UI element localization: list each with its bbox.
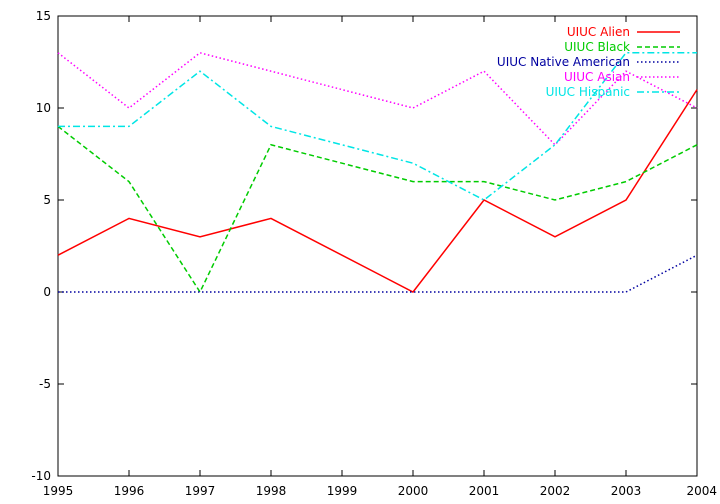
legend-label: UIUC Alien <box>567 25 630 39</box>
x-tick-label: 2004 <box>686 484 717 498</box>
series-line <box>58 254 698 293</box>
x-tick-label: 1998 <box>256 484 287 498</box>
y-tick-label: -10 <box>31 469 51 483</box>
legend-label: UIUC Asian <box>564 70 630 84</box>
x-tick-label: 2000 <box>398 484 429 498</box>
x-tick-label: 1997 <box>185 484 216 498</box>
legend-label: UIUC Native American <box>497 55 630 69</box>
x-tick-label: 1999 <box>327 484 358 498</box>
y-tick-label: -5 <box>39 377 51 391</box>
series-line <box>58 52 697 201</box>
series-line <box>57 125 698 294</box>
x-tick-label: 2003 <box>611 484 642 498</box>
x-tick-label: 2001 <box>469 484 500 498</box>
legend-label: UIUC Black <box>564 40 630 54</box>
y-tick-label: 5 <box>43 193 51 207</box>
y-tick-label: 10 <box>36 101 51 115</box>
y-tick-label: 15 <box>36 9 51 23</box>
x-tick-label: 2002 <box>540 484 571 498</box>
axis-ticks: -10 -5 0 5 10 15 1995 1996 1997 1998 1999 2000 2001 2… <box>31 9 717 498</box>
series-layer <box>57 51 698 294</box>
legend-label: UIUC Hispanic <box>546 85 630 99</box>
plot-frame <box>57 15 698 477</box>
series-line <box>57 89 698 293</box>
x-tick-label: 1995 <box>43 484 74 498</box>
y-tick-label: 0 <box>43 285 51 299</box>
x-tick-label: 1996 <box>114 484 145 498</box>
